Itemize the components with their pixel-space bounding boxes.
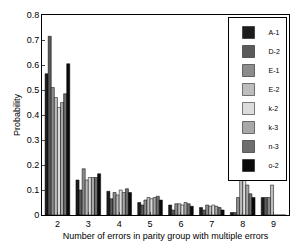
svg-text:0.8: 0.8 [27,10,40,20]
svg-text:0.6: 0.6 [27,60,40,70]
svg-text:k-3: k-3 [269,124,279,131]
svg-text:A-1: A-1 [269,29,280,36]
svg-text:0.1: 0.1 [27,185,40,195]
svg-text:6: 6 [178,219,183,229]
svg-text:4: 4 [117,219,122,229]
svg-text:0.3: 0.3 [27,135,40,145]
svg-text:E-1: E-1 [269,67,280,74]
svg-text:0.4: 0.4 [27,110,40,120]
svg-text:n-3: n-3 [269,143,279,150]
svg-text:0.2: 0.2 [27,160,40,170]
svg-text:o-2: o-2 [269,162,279,169]
svg-text:k-2: k-2 [269,105,279,112]
svg-text:0: 0 [34,210,39,220]
svg-text:9: 9 [271,219,276,229]
svg-text:7: 7 [209,219,214,229]
svg-text:0.5: 0.5 [27,85,40,95]
svg-text:D-2: D-2 [269,48,280,55]
svg-text:3: 3 [86,219,91,229]
svg-text:5: 5 [148,219,153,229]
svg-text:8: 8 [240,219,245,229]
svg-text:0.7: 0.7 [27,35,40,45]
svg-text:2: 2 [55,219,60,229]
svg-text:E-2: E-2 [269,86,280,93]
svg-text:Number of errors in parity gro: Number of errors in parity group with mu… [63,231,269,241]
svg-text:Probability: Probability [12,93,22,136]
